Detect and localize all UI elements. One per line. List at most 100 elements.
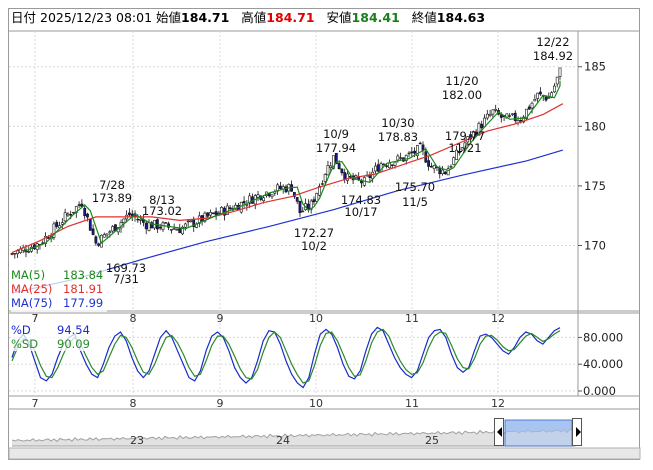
month-tick-label-lower: 8 — [130, 397, 137, 410]
month-tick-label: 10 — [309, 312, 323, 325]
candle-body — [91, 228, 95, 235]
candle-body — [513, 112, 517, 121]
annotation-value: 179.77 — [445, 129, 485, 143]
stoch-sd-line — [11, 328, 561, 384]
candle-body — [239, 201, 243, 213]
legend-ma25: MA(25) 181.91 — [11, 282, 107, 296]
month-tick-label-lower: 9 — [217, 397, 224, 410]
candle-body — [186, 220, 190, 223]
annotation-date: 11/20 — [445, 74, 478, 88]
annotation-date: 10/2 — [301, 239, 327, 253]
candle-body — [122, 218, 126, 223]
annotation-date: 10/17 — [344, 205, 377, 219]
legend-sd-label: %SD — [11, 337, 39, 351]
candle-body — [172, 228, 176, 230]
candle-body — [536, 92, 540, 99]
stoch-tick-label: 80.000 — [583, 330, 623, 344]
month-tick-label: 8 — [130, 312, 137, 325]
candle-body — [301, 210, 305, 213]
candle-body — [256, 194, 260, 198]
stoch-legend: %D 94.54 %SD 90.09 — [11, 323, 107, 351]
stoch-tick-label: 40.000 — [583, 357, 623, 371]
candle-body — [27, 251, 31, 253]
candle-body — [178, 228, 182, 234]
candle-body — [376, 164, 380, 172]
candle-body — [144, 222, 148, 230]
stoch-tick-label: 0.000 — [583, 384, 616, 398]
candle-body — [519, 120, 523, 122]
datetime-value: 2025/12/23 08:01 — [40, 10, 153, 25]
navigator-right-handle[interactable] — [572, 418, 582, 446]
candle-body — [527, 106, 531, 110]
candle-body — [279, 185, 282, 189]
navigator-scrollbar — [8, 447, 641, 460]
navigator-window — [504, 419, 573, 447]
candle-body — [58, 225, 61, 229]
annotation-value: 177.94 — [316, 141, 356, 155]
candle-body — [88, 218, 92, 231]
ma5-line — [22, 80, 561, 253]
candle-body — [323, 174, 327, 182]
legend-d-value: 94.54 — [57, 323, 90, 337]
date-label: 日付 — [11, 10, 37, 25]
candle-body — [429, 165, 433, 168]
candle-body — [315, 192, 319, 202]
annotation-date: 12/22 — [536, 35, 569, 49]
legend-ma75-label: MA(75) — [11, 296, 53, 310]
candle-body — [164, 222, 168, 224]
annotation-date: 7/28 — [99, 178, 125, 192]
candle-body — [97, 243, 101, 246]
month-tick-label: 12 — [491, 312, 505, 325]
annotation-value: 173.02 — [142, 204, 182, 218]
candle-body — [86, 213, 89, 218]
price-tick-label: 185 — [584, 60, 606, 74]
candle-body — [385, 165, 389, 167]
low-label: 安値 — [326, 10, 352, 25]
candle-body — [508, 115, 512, 117]
candle-body — [457, 151, 461, 154]
candle-body — [320, 183, 324, 185]
open-label: 始値 — [156, 10, 182, 25]
candle-body — [66, 213, 70, 216]
legend-sd-value: 90.09 — [57, 337, 90, 351]
candle-body — [332, 155, 335, 169]
candle-body — [60, 222, 64, 225]
legend-d: %D 94.54 — [11, 323, 107, 337]
candle-body — [55, 221, 59, 227]
candle-body — [63, 212, 67, 222]
candle-body — [404, 155, 408, 161]
candle-body — [460, 147, 464, 151]
candle-body — [463, 142, 467, 149]
annotation-date: 10/30 — [381, 116, 414, 130]
candle-body — [547, 97, 551, 99]
candle-body — [309, 200, 313, 210]
candle-body — [83, 207, 87, 217]
annotation-value: 184.92 — [533, 49, 573, 63]
candle-body — [340, 168, 344, 174]
candle-body — [312, 199, 316, 203]
candle-body — [337, 163, 341, 170]
navigator-area — [11, 428, 576, 447]
candle-body — [209, 212, 212, 216]
annotation-value: 178.83 — [378, 130, 418, 144]
legend-ma75-value: 177.99 — [63, 296, 104, 310]
candle-body — [555, 76, 559, 85]
candle-body — [158, 226, 162, 229]
candle-body — [522, 116, 526, 123]
month-tick-label: 7 — [32, 312, 39, 325]
candle-body — [292, 192, 296, 197]
month-tick-label: 11 — [405, 312, 419, 325]
annotation-date: 11/21 — [448, 141, 481, 155]
legend-sd: %SD 90.09 — [11, 337, 107, 351]
candle-body — [346, 173, 349, 181]
candle-body — [52, 223, 56, 238]
annotation-value: 173.89 — [92, 191, 132, 205]
high-label: 高値 — [241, 10, 267, 25]
candle-body — [539, 91, 542, 95]
navigator-left-handle[interactable] — [494, 418, 504, 446]
candle-body — [105, 233, 109, 236]
candle-body — [228, 207, 232, 209]
candle-body — [262, 197, 266, 202]
candle-body — [438, 167, 442, 175]
candle-body — [399, 157, 403, 159]
